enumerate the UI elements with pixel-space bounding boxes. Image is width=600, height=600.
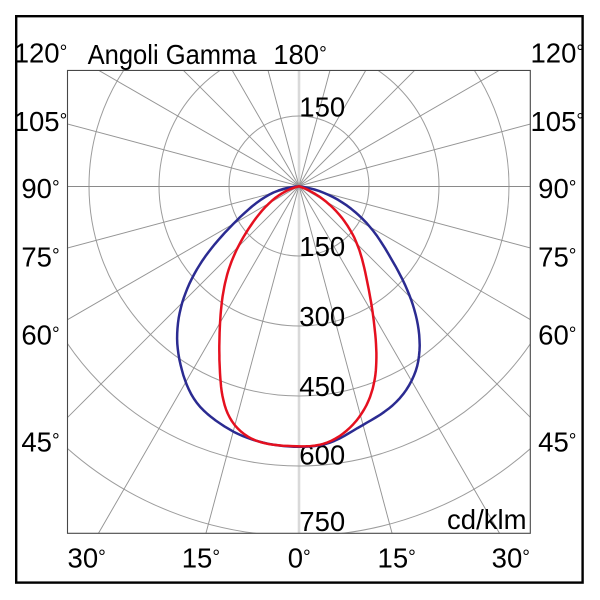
svg-text:0°: 0° (288, 543, 311, 574)
svg-text:60°: 60° (538, 320, 576, 351)
svg-text:150: 150 (299, 231, 345, 262)
svg-text:150: 150 (299, 92, 345, 123)
svg-text:180°: 180° (273, 39, 327, 70)
svg-text:750: 750 (299, 506, 345, 537)
svg-text:300: 300 (299, 301, 345, 332)
svg-text:cd/klm: cd/klm (447, 504, 526, 535)
svg-text:105°: 105° (531, 106, 585, 137)
svg-text:450: 450 (299, 371, 345, 402)
svg-text:120°: 120° (531, 38, 585, 69)
svg-text:105°: 105° (14, 106, 68, 137)
svg-text:Angoli Gamma: Angoli Gamma (88, 39, 258, 70)
svg-text:120°: 120° (14, 38, 68, 69)
